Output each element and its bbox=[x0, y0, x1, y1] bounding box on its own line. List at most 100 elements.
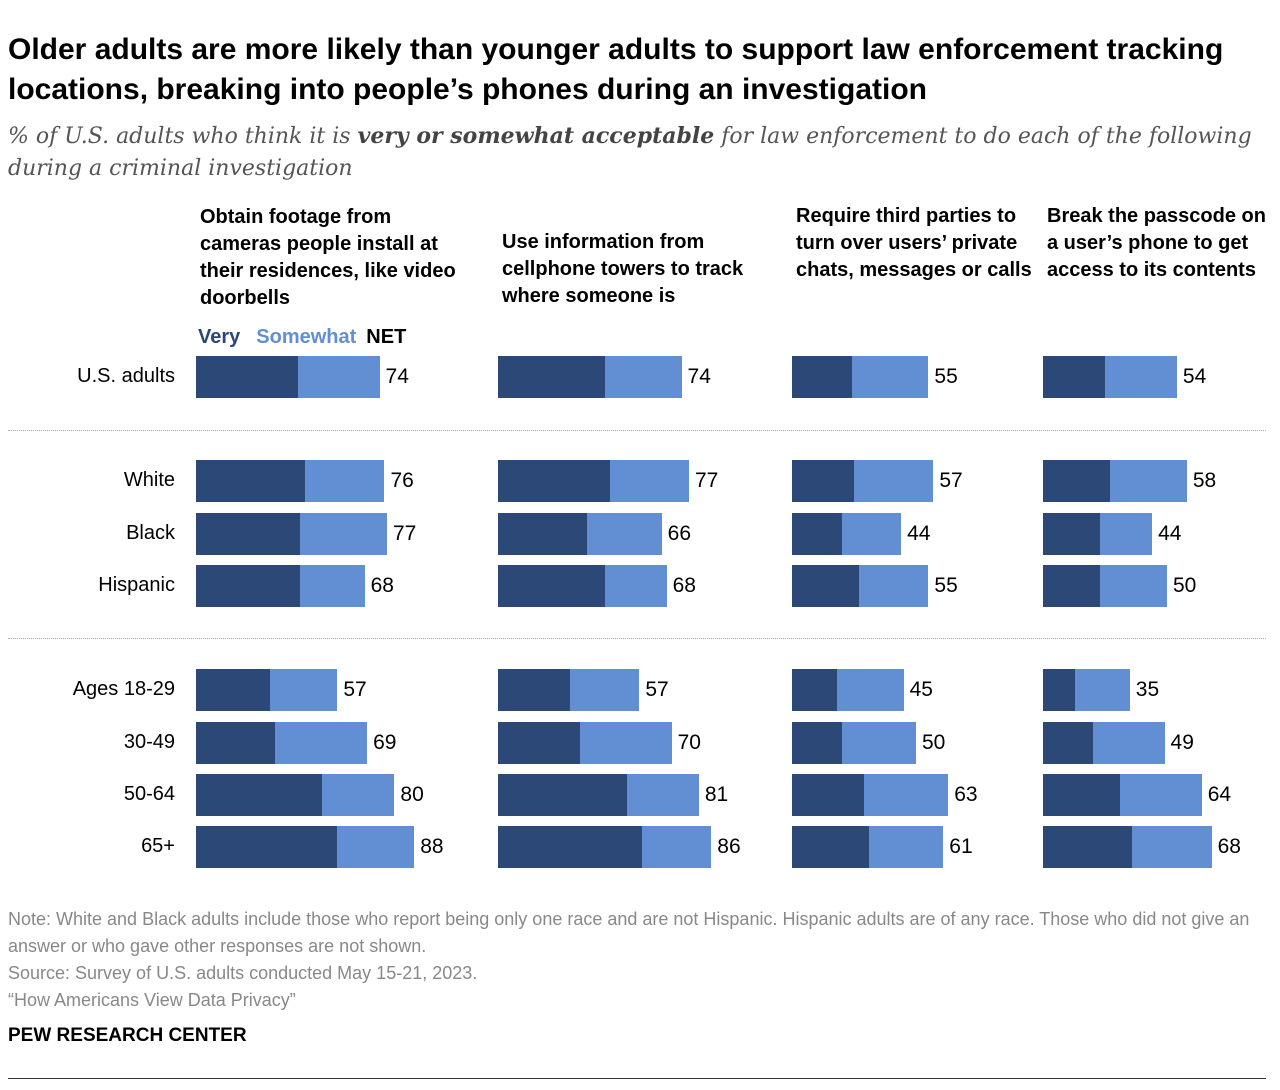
bar-very bbox=[792, 513, 842, 555]
bar-somewhat bbox=[305, 460, 385, 502]
bar-very bbox=[196, 722, 276, 764]
bar-very bbox=[498, 826, 642, 868]
bar-somewhat bbox=[609, 460, 689, 502]
row-label: Hispanic bbox=[98, 574, 175, 596]
panel-title: Use information from cellphone towers to… bbox=[502, 231, 744, 307]
bar-very bbox=[1043, 460, 1110, 502]
bar-very bbox=[1043, 774, 1120, 816]
bar-somewhat bbox=[1109, 460, 1187, 502]
panel-title: Obtain footage from cameras people insta… bbox=[200, 206, 456, 309]
bar-very bbox=[1043, 565, 1101, 607]
bar-somewhat bbox=[836, 669, 904, 711]
bar-somewhat bbox=[579, 722, 672, 764]
net-value-label: 44 bbox=[907, 522, 931, 545]
subtitle-emphasis: very or somewhat acceptable bbox=[357, 123, 715, 149]
bar-very bbox=[498, 565, 605, 607]
net-value-label: 86 bbox=[717, 835, 741, 858]
bar-somewhat bbox=[841, 722, 916, 764]
bar-somewhat bbox=[1092, 722, 1165, 764]
net-value-label: 57 bbox=[939, 469, 963, 492]
bar-very bbox=[792, 826, 869, 868]
bar-somewhat bbox=[569, 669, 640, 711]
net-value-label: 50 bbox=[1173, 574, 1197, 597]
row-label: U.S. adults bbox=[77, 365, 175, 387]
legend-somewhat: Somewhat bbox=[256, 326, 357, 348]
net-value-label: 68 bbox=[672, 574, 696, 597]
subtitle-text: for law enforcement to do each of the fo… bbox=[8, 124, 1252, 181]
net-value-label: 74 bbox=[385, 365, 409, 388]
bar-very bbox=[196, 774, 323, 816]
legend-net: NET bbox=[366, 326, 407, 348]
bar-somewhat bbox=[322, 774, 395, 816]
net-value-label: 57 bbox=[343, 678, 367, 701]
bar-somewhat bbox=[858, 565, 929, 607]
net-value-label: 57 bbox=[645, 678, 669, 701]
legend: Very Somewhat NET bbox=[198, 326, 422, 349]
bar-very bbox=[196, 356, 298, 398]
bar-somewhat bbox=[300, 513, 387, 555]
bar-very bbox=[792, 460, 854, 502]
net-value-label: 55 bbox=[934, 365, 958, 388]
net-value-label: 81 bbox=[704, 783, 729, 806]
bar-somewhat bbox=[1132, 826, 1212, 868]
bar-very bbox=[498, 356, 605, 398]
bar-very bbox=[498, 774, 627, 816]
bar-somewhat bbox=[1119, 774, 1202, 816]
pew-logo: PEW RESEARCH CENTER bbox=[8, 1025, 247, 1046]
net-value-label: 68 bbox=[370, 574, 394, 597]
net-value-label: 88 bbox=[420, 835, 444, 858]
row-label: 65+ bbox=[141, 835, 175, 857]
row-label: White bbox=[123, 469, 175, 491]
chart-subtitle: % of U.S. adults who think it is very or… bbox=[8, 120, 1268, 185]
row-label: 30-49 bbox=[123, 731, 175, 753]
bar-somewhat bbox=[626, 774, 699, 816]
net-value-label: 68 bbox=[1217, 835, 1241, 858]
bar-very bbox=[196, 460, 306, 502]
bar-somewhat bbox=[851, 356, 929, 398]
panel-title: Require third parties to turn over users… bbox=[796, 205, 1032, 281]
bar-very bbox=[1043, 722, 1093, 764]
net-value-label: 61 bbox=[949, 835, 973, 858]
bar-very bbox=[1043, 826, 1133, 868]
net-value-label: 70 bbox=[677, 731, 701, 754]
subtitle-text: % of U.S. adults who think it is bbox=[8, 124, 358, 149]
net-value-label: 58 bbox=[1192, 469, 1217, 492]
bar-somewhat bbox=[841, 513, 902, 555]
net-value-label: 69 bbox=[373, 731, 397, 754]
net-value-label: 49 bbox=[1170, 731, 1194, 754]
bar-somewhat bbox=[587, 513, 662, 555]
report-title: “How Americans View Data Privacy” bbox=[8, 990, 296, 1010]
row-label: Ages 18-29 bbox=[72, 678, 175, 700]
bar-somewhat bbox=[1100, 565, 1167, 607]
net-value-label: 35 bbox=[1135, 678, 1160, 701]
bar-somewhat bbox=[863, 774, 949, 816]
bar-somewhat bbox=[270, 669, 338, 711]
net-value-label: 54 bbox=[1182, 365, 1207, 388]
bar-very bbox=[1043, 356, 1105, 398]
bar-very bbox=[792, 669, 837, 711]
bar-very bbox=[792, 774, 864, 816]
bar-very bbox=[196, 669, 271, 711]
net-value-label: 45 bbox=[909, 678, 933, 701]
net-value-label: 64 bbox=[1207, 783, 1232, 806]
bar-very bbox=[792, 722, 842, 764]
net-value-label: 50 bbox=[922, 731, 946, 754]
bar-very bbox=[792, 565, 859, 607]
net-value-label: 66 bbox=[667, 522, 692, 545]
divider bbox=[8, 430, 1266, 431]
bar-very bbox=[1043, 513, 1101, 555]
bar-somewhat bbox=[297, 356, 380, 398]
net-value-label: 80 bbox=[400, 783, 424, 806]
bar-somewhat bbox=[300, 565, 365, 607]
chart-title: Older adults are more likely than younge… bbox=[8, 33, 1224, 106]
net-value-label: 63 bbox=[954, 783, 978, 806]
bar-very bbox=[498, 513, 588, 555]
bar-very bbox=[498, 722, 580, 764]
bar-very bbox=[1043, 669, 1076, 711]
bar-somewhat bbox=[854, 460, 934, 502]
bar-very bbox=[196, 826, 338, 868]
bar-very bbox=[498, 460, 610, 502]
bar-somewhat bbox=[641, 826, 712, 868]
net-value-label: 77 bbox=[694, 469, 719, 492]
